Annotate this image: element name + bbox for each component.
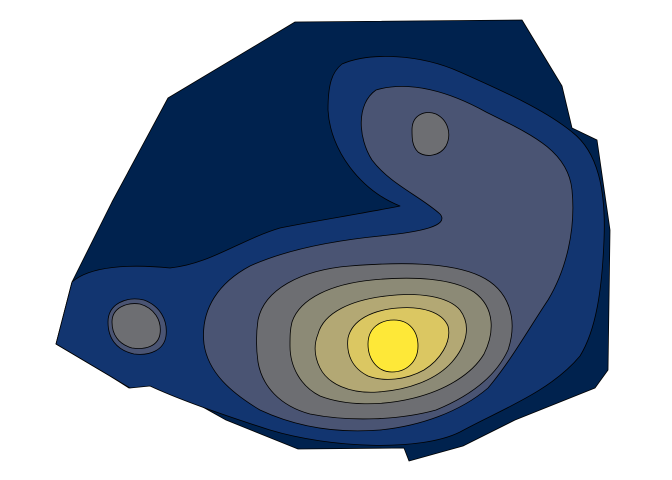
contour-level-3-upper-region (411, 112, 450, 156)
contour-level-3-left-region (111, 303, 161, 349)
contour-fills (55, 19, 611, 462)
contour-level-7-peak (367, 319, 419, 373)
